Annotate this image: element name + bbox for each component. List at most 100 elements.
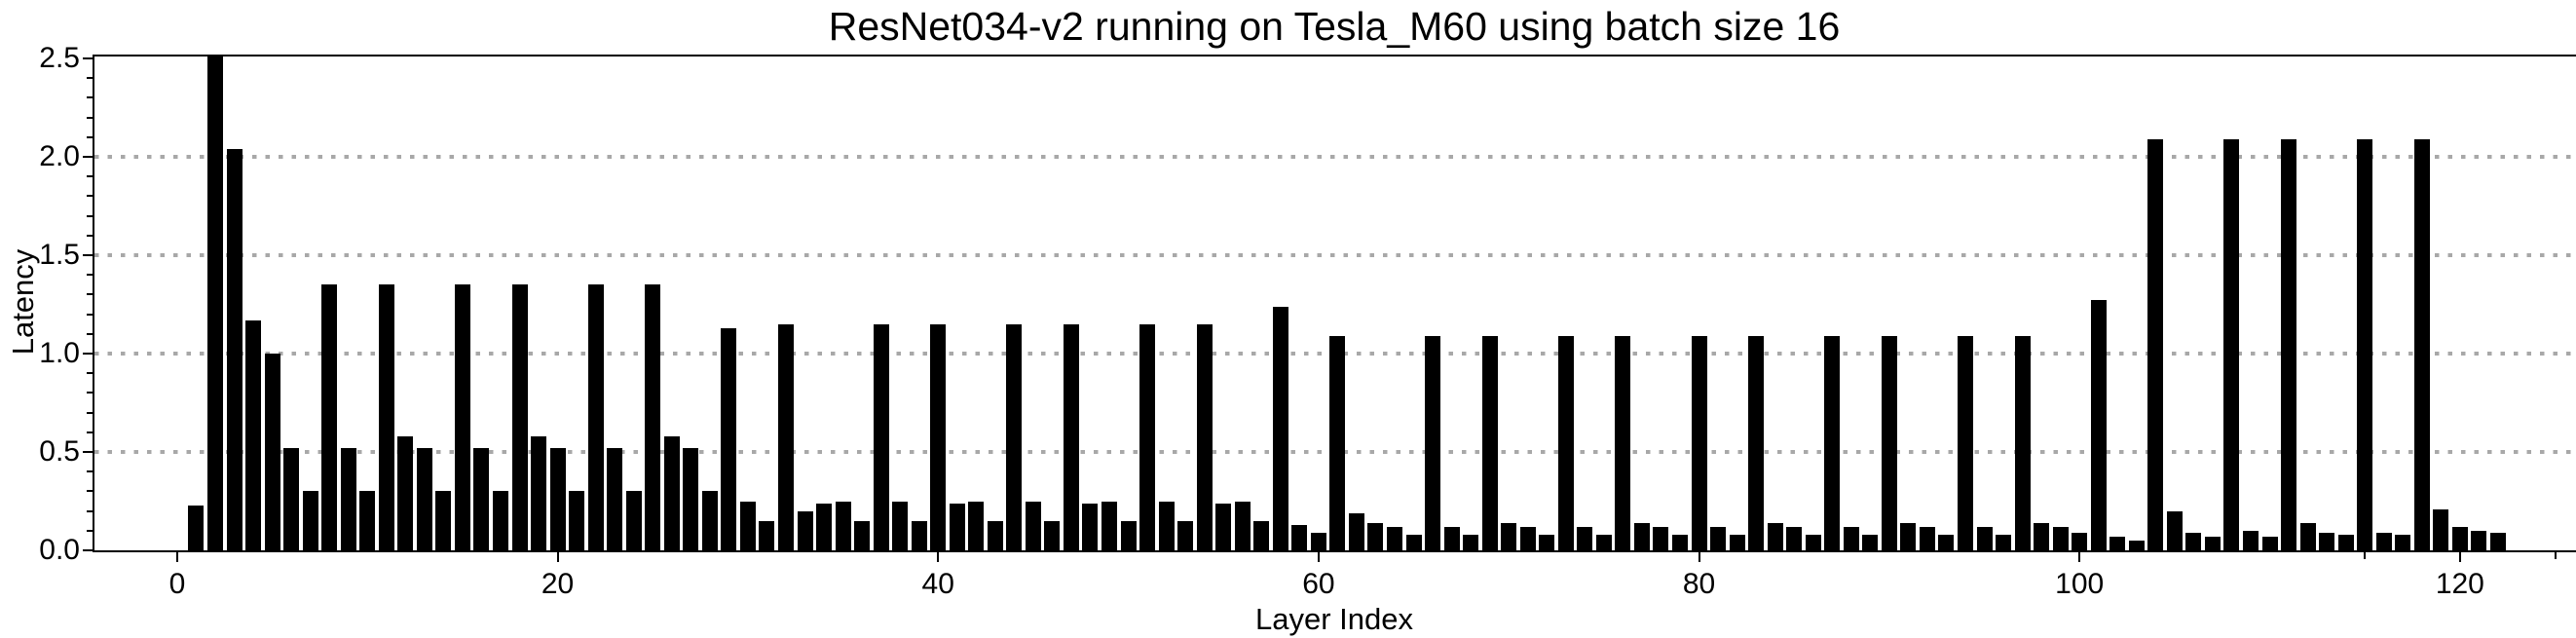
y-tick-label: 1.5 [39, 239, 80, 272]
y-minor-tick [87, 392, 93, 394]
bar [835, 501, 851, 550]
bar [2204, 536, 2221, 550]
bar [321, 284, 338, 550]
bar [2261, 536, 2278, 550]
bar [645, 284, 661, 550]
x-tick-label: 20 [541, 568, 575, 600]
bar [739, 501, 756, 550]
bar [759, 520, 775, 550]
bar [2413, 138, 2430, 550]
bar [607, 447, 623, 550]
y-major-tick [83, 254, 93, 257]
bar [1843, 526, 1859, 550]
y-minor-tick [87, 135, 93, 138]
y-minor-tick [87, 195, 93, 198]
x-tick-label: 60 [1302, 568, 1335, 600]
bar [454, 284, 470, 550]
bar [2337, 534, 2354, 550]
bar [1615, 335, 1631, 550]
bar [1063, 323, 1079, 550]
bar [663, 435, 680, 550]
bar [1957, 335, 1973, 550]
y-minor-tick [87, 509, 93, 512]
bar [2299, 522, 2316, 550]
x-tick-label: 40 [921, 568, 954, 600]
bar [2451, 526, 2468, 550]
y-minor-tick [87, 529, 93, 532]
bar [435, 491, 452, 550]
bar [625, 491, 642, 550]
bar [1557, 335, 1574, 550]
bar [1329, 335, 1346, 550]
bar [416, 447, 432, 550]
bar [531, 435, 547, 550]
y-tick-label: 0.5 [39, 435, 80, 468]
bar [1367, 522, 1384, 550]
bar [1824, 335, 1841, 550]
y-minor-tick [87, 372, 93, 375]
bar [1025, 501, 1041, 550]
x-axis-line [93, 550, 2576, 552]
bar [2281, 138, 2297, 550]
bar [1234, 501, 1251, 550]
x-major-tick [556, 552, 559, 562]
x-tick-label: 0 [168, 568, 186, 600]
bar [1272, 306, 1288, 550]
bar [2489, 532, 2506, 550]
bar [797, 510, 813, 550]
bar [2319, 532, 2335, 550]
y-minor-tick [87, 411, 93, 414]
bar [1595, 534, 1612, 550]
bar [1006, 323, 1023, 550]
bar [188, 505, 205, 550]
bar [2185, 532, 2202, 550]
y-major-tick [83, 549, 93, 551]
x-minor-tick [2554, 552, 2557, 559]
y-minor-tick [87, 116, 93, 119]
bar [949, 503, 965, 550]
x-major-tick [2458, 552, 2461, 562]
bar [1881, 335, 1897, 550]
y-minor-tick [87, 293, 93, 296]
bar [1158, 501, 1175, 550]
bar [1387, 526, 1403, 550]
bar [2433, 508, 2449, 550]
y-minor-tick [87, 274, 93, 277]
bar [1291, 524, 1308, 550]
chart-title: ResNet034-v2 running on Tesla_M60 using … [828, 4, 1841, 49]
y-minor-tick [87, 490, 93, 493]
y-tick-label: 0.0 [39, 534, 80, 566]
bar [2072, 532, 2088, 550]
bar [397, 435, 414, 550]
plot-area [83, 55, 2576, 562]
bar [2090, 300, 2107, 550]
x-axis-label: Layer Index [1255, 602, 1413, 636]
bar [1101, 501, 1118, 550]
top-spine [93, 55, 2576, 56]
y-axis-label: Latency [6, 248, 40, 356]
bar [2014, 335, 2031, 550]
bar [359, 491, 376, 550]
bar [2395, 534, 2411, 550]
bar [492, 491, 508, 550]
bar [1253, 520, 1270, 550]
y-minor-tick [87, 431, 93, 433]
bar [1310, 532, 1326, 550]
bar [1139, 323, 1156, 550]
bar [1729, 534, 1745, 550]
bar [1919, 526, 1935, 550]
bar [569, 491, 585, 550]
bar [2242, 530, 2259, 550]
bar [1786, 526, 1803, 550]
x-major-tick [1317, 552, 1320, 562]
bar [1805, 534, 1821, 550]
y-major-tick [83, 156, 93, 159]
bar [549, 447, 566, 550]
bar [683, 447, 699, 550]
x-major-tick [2078, 552, 2081, 562]
x-tick-label: 100 [2055, 568, 2105, 600]
y-major-tick [83, 57, 93, 60]
bar [340, 447, 356, 550]
y-major-tick [83, 353, 93, 356]
bar [1196, 323, 1213, 550]
